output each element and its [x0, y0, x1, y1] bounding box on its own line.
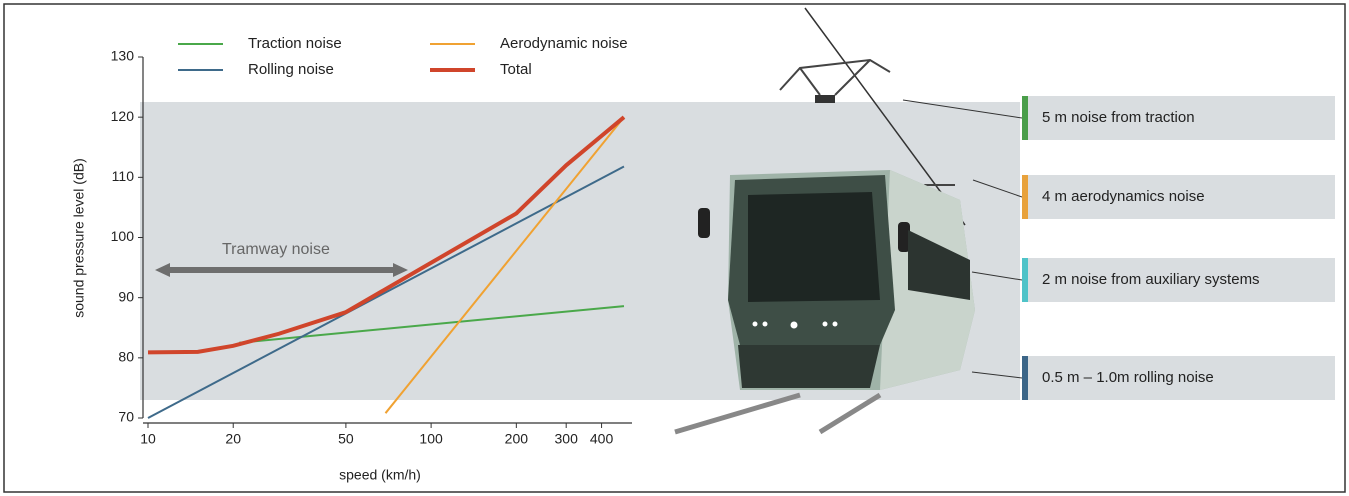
- callout-color: [1022, 96, 1028, 140]
- callout-label: 0.5 m – 1.0m rolling noise: [1042, 369, 1214, 386]
- legend-label: Aerodynamic noise: [500, 35, 628, 52]
- x-tick-label: 300: [555, 431, 579, 447]
- y-tick-label: 70: [118, 409, 134, 425]
- y-tick-label: 130: [111, 48, 135, 64]
- legend-label: Traction noise: [248, 35, 342, 52]
- x-tick-label: 400: [590, 431, 614, 447]
- x-tick-label: 20: [225, 431, 241, 447]
- x-tick-label: 10: [140, 431, 156, 447]
- legend-label: Total: [500, 61, 532, 78]
- x-axis-label: speed (km/h): [339, 467, 421, 483]
- callout-color: [1022, 356, 1028, 400]
- chart: 70 80 90 100 110 120 130 10 20 50 100 200 300 400 spee…: [0, 0, 1349, 496]
- x-tick-label: 100: [419, 431, 443, 447]
- legend-label: Rolling noise: [248, 61, 334, 78]
- y-tick-label: 100: [111, 228, 135, 244]
- y-tick-label: 120: [111, 108, 135, 124]
- callout-label: 5 m noise from traction: [1042, 109, 1195, 126]
- y-tick-label: 110: [112, 168, 135, 184]
- callout-label: 4 m aerodynamics noise: [1042, 188, 1205, 205]
- annotation: Tramway noise: [222, 241, 330, 258]
- callout-color: [1022, 175, 1028, 219]
- y-tick-label: 80: [118, 349, 134, 365]
- y-tick-label: 90: [118, 288, 134, 304]
- x-tick-label: 50: [338, 431, 354, 447]
- callout-color: [1022, 258, 1028, 302]
- callout-label: 2 m noise from auxiliary systems: [1042, 271, 1260, 288]
- x-tick-label: 200: [505, 431, 529, 447]
- y-axis-label: sound pressure level (dB): [71, 158, 87, 318]
